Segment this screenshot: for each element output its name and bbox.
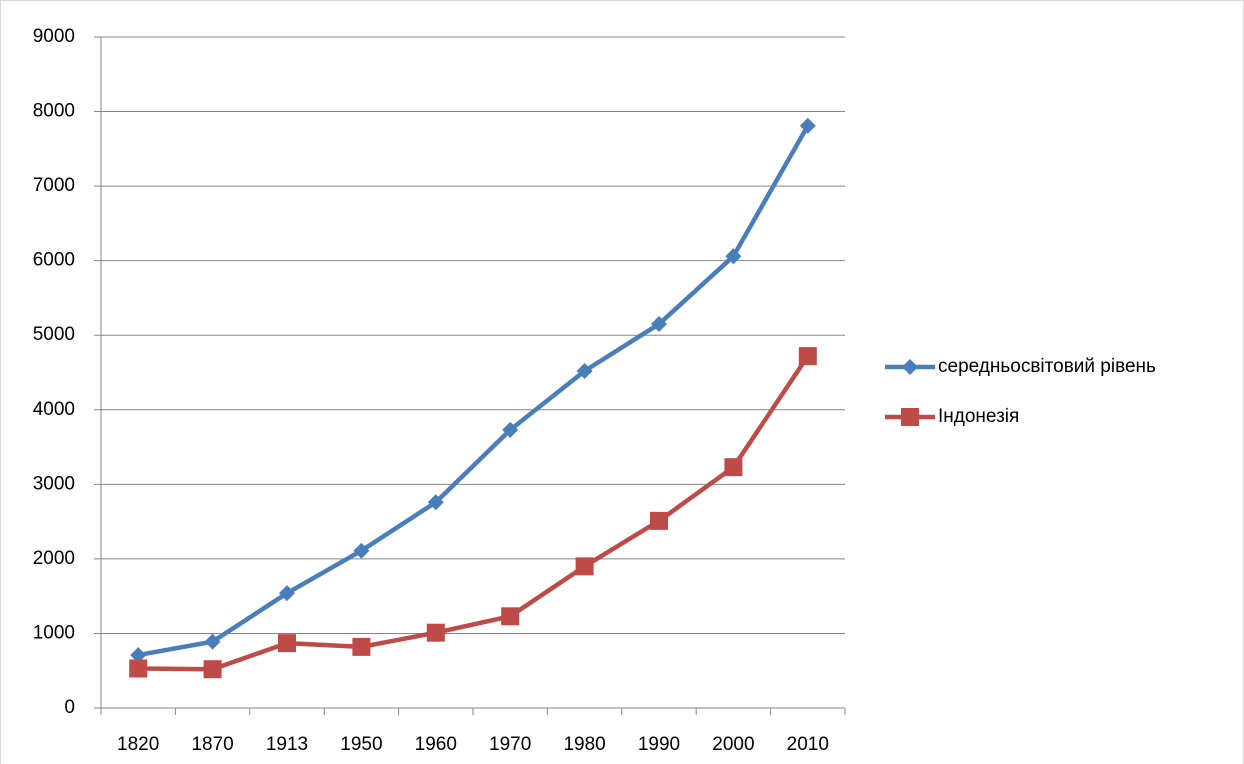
x-tick-label: 1950 — [340, 734, 382, 755]
x-tick-label: 2000 — [712, 734, 754, 755]
legend-label: середньосвітовий рівень — [938, 356, 1156, 377]
y-tick-label: 7000 — [33, 175, 75, 196]
x-tick-label: 1980 — [563, 734, 605, 755]
y-tick-label: 9000 — [33, 26, 75, 47]
data-point — [426, 623, 445, 642]
data-point — [279, 585, 295, 602]
data-point — [203, 660, 222, 679]
x-tick-label: 1913 — [266, 734, 308, 755]
y-tick-label: 5000 — [33, 324, 75, 345]
x-tick-label: 1820 — [117, 734, 159, 755]
data-point — [129, 659, 148, 678]
x-tick-label: 1870 — [191, 734, 233, 755]
data-point — [576, 363, 593, 380]
y-tick-label: 3000 — [33, 473, 75, 494]
data-point — [427, 494, 444, 511]
data-point — [798, 347, 817, 366]
data-point — [650, 511, 668, 530]
legend-label: Індонезія — [938, 406, 1019, 427]
data-point — [501, 607, 520, 626]
data-point — [799, 117, 816, 134]
data-point — [204, 633, 221, 650]
legend-marker — [901, 408, 919, 426]
data-point — [725, 248, 742, 265]
data-point — [278, 634, 296, 653]
y-tick-label: 4000 — [33, 399, 75, 420]
x-tick-label: 1960 — [415, 734, 457, 755]
series-line — [137, 124, 810, 658]
x-tick-label: 1990 — [638, 734, 680, 755]
y-tick-label: 8000 — [33, 101, 75, 122]
data-point — [353, 542, 370, 559]
x-tick-label: 1970 — [489, 734, 531, 755]
x-tick-label: 2010 — [787, 734, 829, 755]
y-tick-label: 6000 — [33, 250, 75, 271]
data-point — [502, 421, 519, 438]
y-tick-label: 2000 — [33, 548, 75, 569]
series-line — [138, 354, 810, 672]
data-point — [651, 316, 667, 333]
data-point — [724, 458, 743, 477]
legend-marker — [902, 359, 918, 375]
data-point — [130, 647, 147, 664]
data-point — [575, 557, 594, 576]
y-tick-label: 1000 — [33, 622, 75, 643]
data-point — [352, 637, 371, 656]
y-tick-label: 0 — [64, 697, 75, 718]
